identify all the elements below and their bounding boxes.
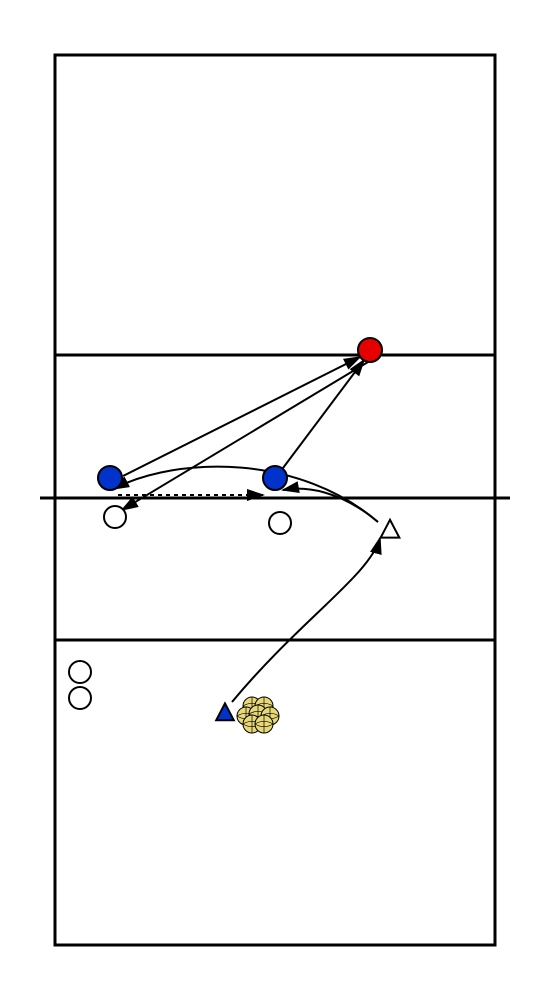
drill-diagram: [0, 0, 550, 1000]
player-white-0: [104, 506, 126, 528]
player-white-2: [69, 661, 91, 683]
canvas-bg: [0, 0, 550, 1000]
ball-6: [255, 715, 273, 733]
player-red-0: [358, 338, 382, 362]
player-blue-1: [263, 466, 287, 490]
player-white-1: [269, 512, 291, 534]
player-white-3: [69, 687, 91, 709]
player-blue-0: [98, 466, 122, 490]
